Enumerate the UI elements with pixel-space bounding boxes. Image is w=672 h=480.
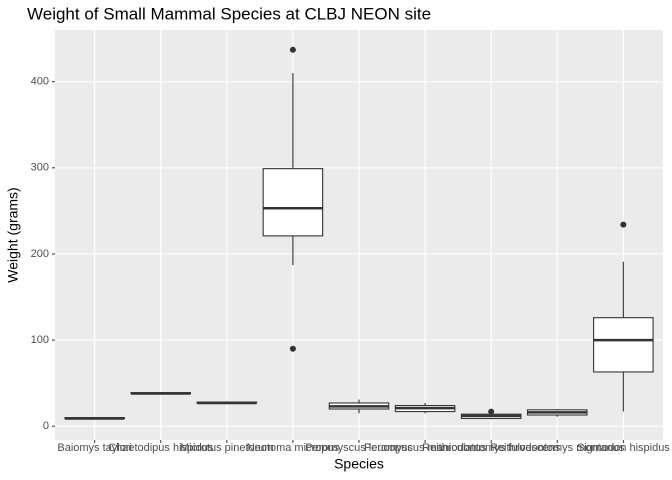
chart-title: Weight of Small Mammal Species at CLBJ N… xyxy=(27,4,431,23)
x-axis-title: Species xyxy=(334,456,384,472)
y-tick-label: 100 xyxy=(31,334,49,346)
x-tick-label: Microtus pinetorum xyxy=(180,442,274,454)
y-tick-label: 300 xyxy=(31,162,49,174)
x-tick-label: Sigmodon hispidus xyxy=(577,442,670,454)
x-tick-label: Peromyscus maniculatus xyxy=(364,442,487,454)
x-tick-label: Baiomys taylori xyxy=(57,442,132,454)
x-tick-label: Reithrodontomys montanus xyxy=(490,442,625,454)
box xyxy=(593,317,654,373)
outlier xyxy=(488,408,495,415)
y-tick-label: 200 xyxy=(31,248,49,260)
x-tick-label: Peromyscus leucopus xyxy=(305,442,413,454)
y-tick-label: 400 xyxy=(31,76,49,88)
box xyxy=(262,168,324,237)
outlier xyxy=(289,46,296,53)
y-axis-title: Weight (grams) xyxy=(5,187,21,282)
x-tick-label: Reithrodontomys fulvescens xyxy=(422,442,561,454)
x-tick-label: Neotoma micropus xyxy=(247,442,340,454)
x-tick-label: Chaetodipus hispidus xyxy=(108,442,214,454)
outlier xyxy=(289,345,296,352)
outlier xyxy=(620,221,627,228)
y-tick-label: 0 xyxy=(43,420,49,432)
